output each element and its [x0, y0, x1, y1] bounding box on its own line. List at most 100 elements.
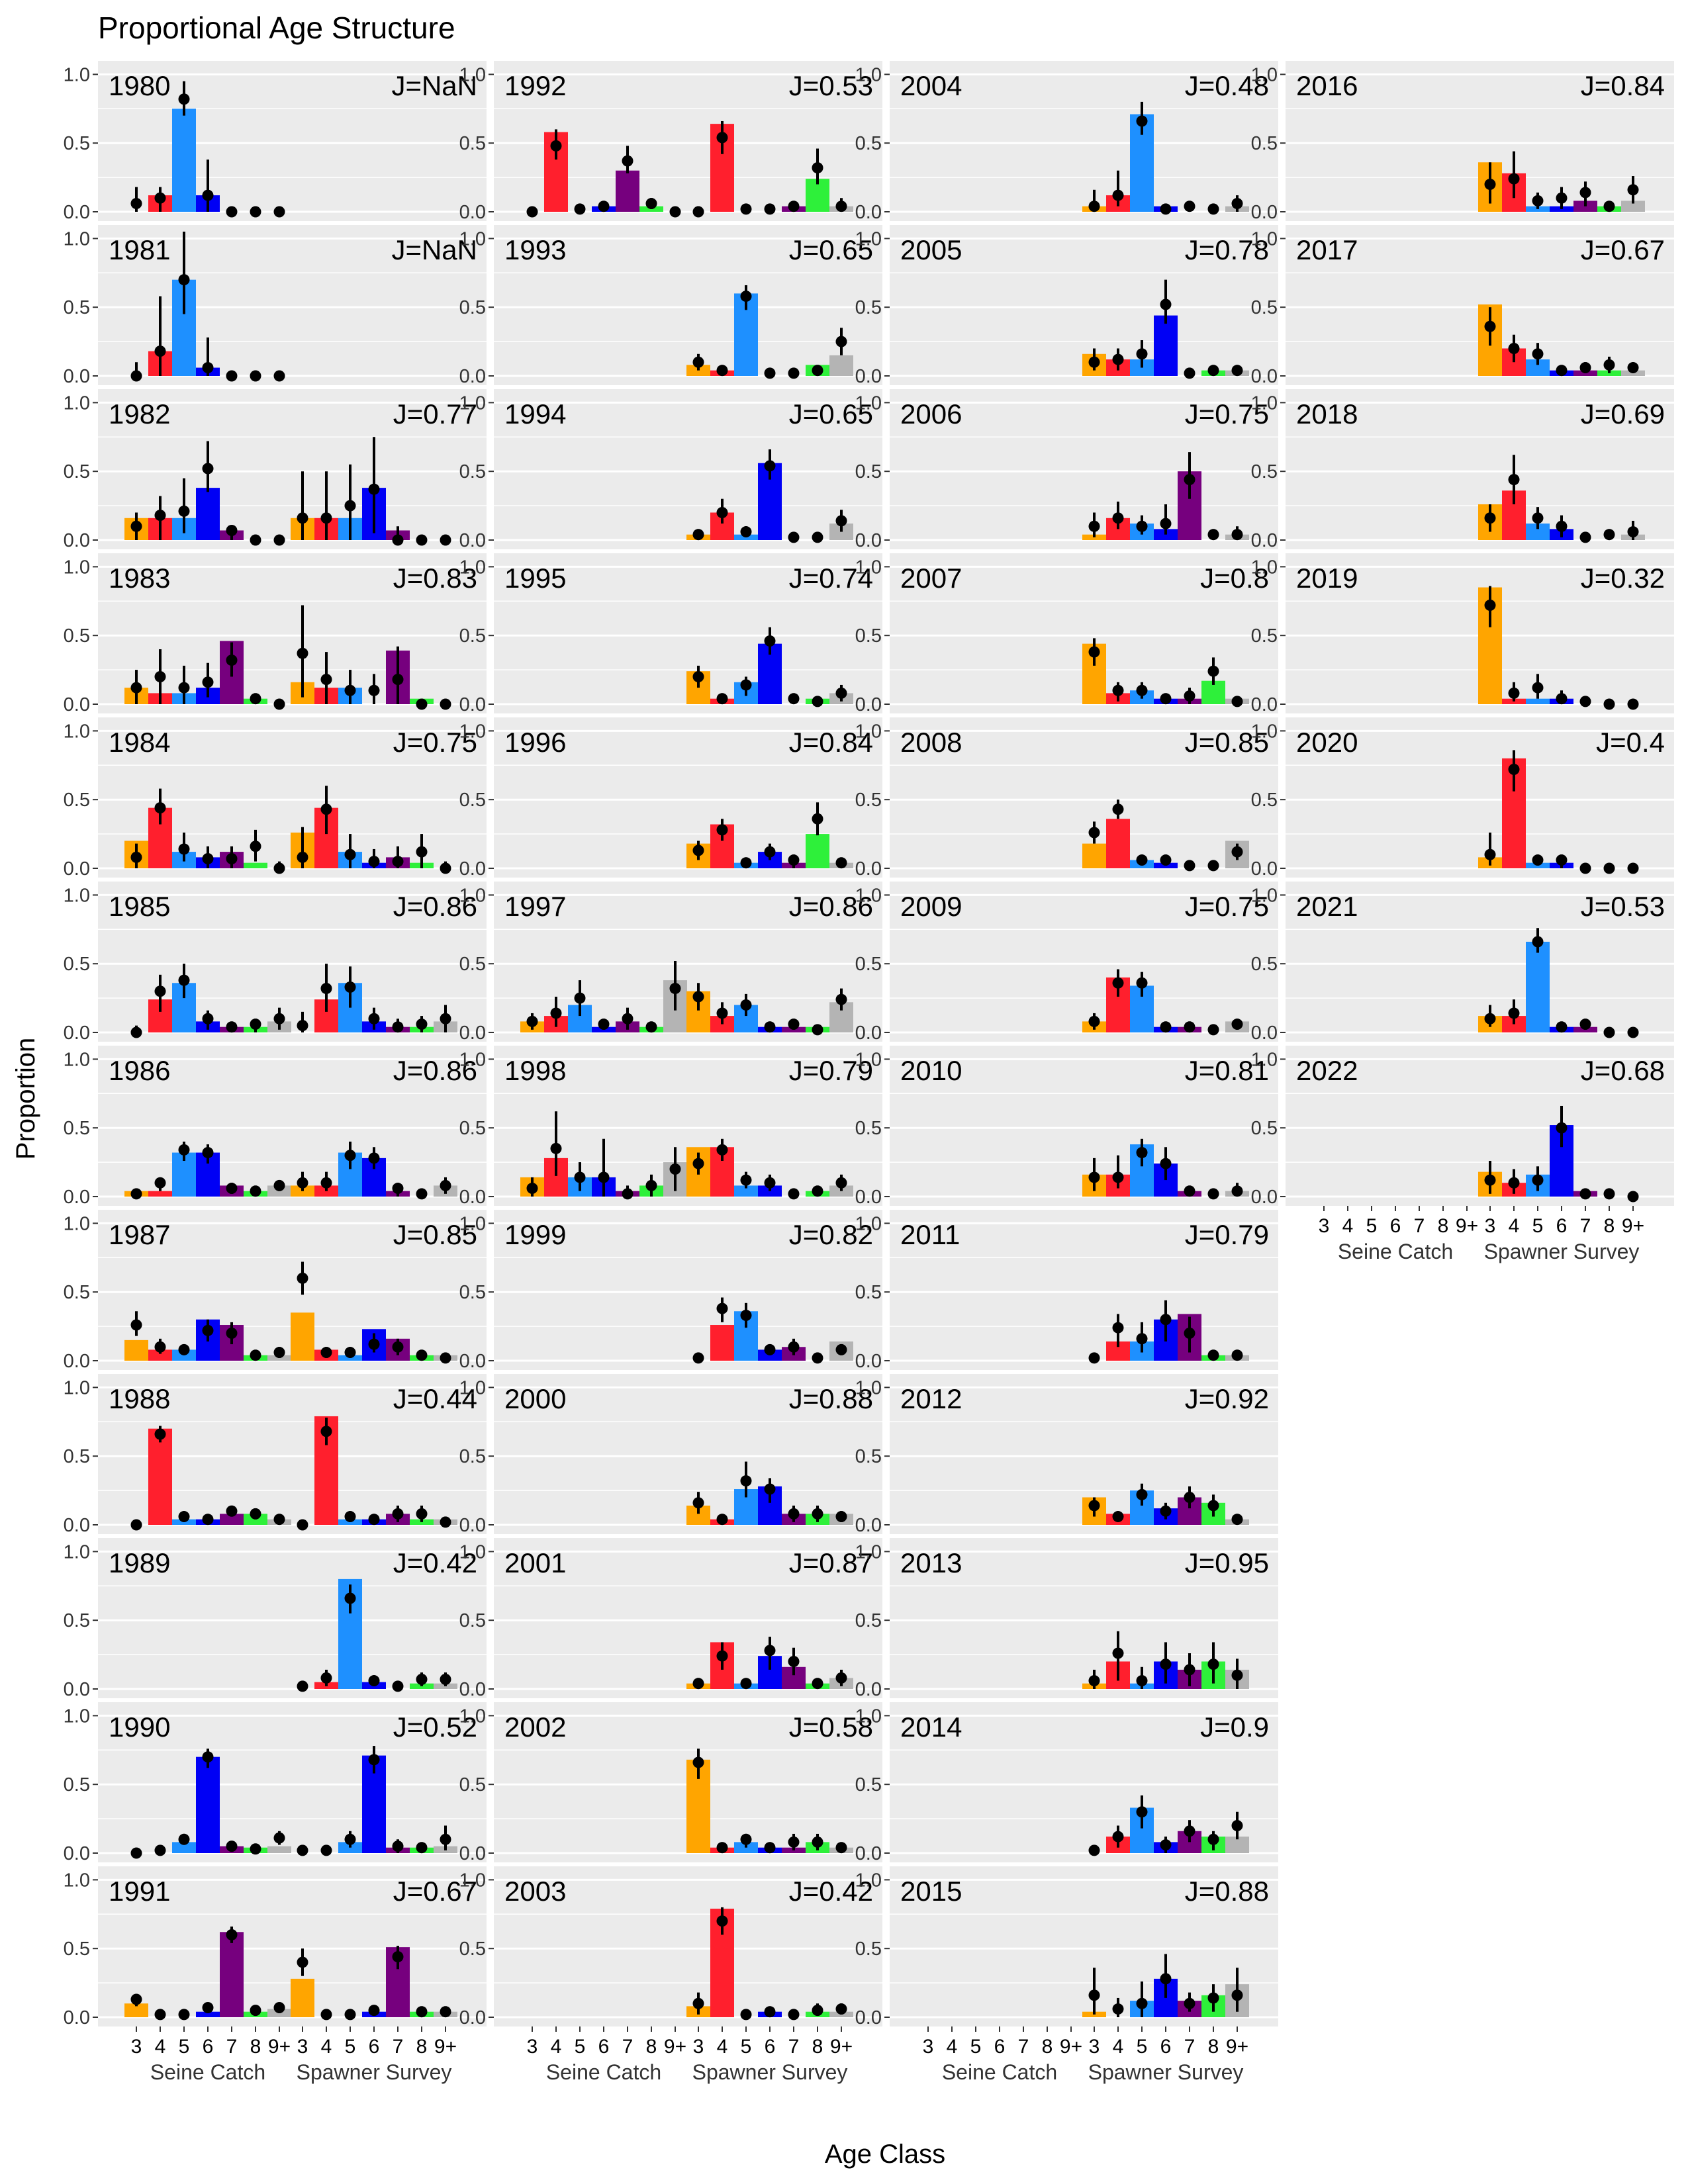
- panel-j-label: J=0.68: [1581, 1055, 1665, 1086]
- estimate-point: [764, 460, 776, 472]
- estimate-point: [440, 862, 451, 874]
- y-tick-label: 0.5: [459, 461, 486, 482]
- y-tick-label: 0.0: [1251, 694, 1278, 715]
- estimate-point: [835, 1672, 847, 1684]
- estimate-point: [740, 679, 752, 691]
- estimate-point: [320, 512, 332, 524]
- estimate-point: [1136, 348, 1148, 360]
- spawner-survey-bars: [1082, 101, 1249, 215]
- estimate-point: [1484, 848, 1496, 860]
- x-group-label: Seine Catch: [942, 2060, 1057, 2084]
- spawner-survey-bars: [1082, 1954, 1249, 2017]
- estimate-point: [320, 1347, 332, 1359]
- panel-2022: 0.0 0.5 1.0 2022 J=0.68: [1251, 1046, 1674, 1208]
- y-tick-label: 0.5: [459, 1446, 486, 1467]
- estimate-point: [692, 670, 704, 682]
- y-tick-label: 1.0: [459, 1706, 486, 1727]
- estimate-point: [1160, 854, 1172, 866]
- y-tick-label: 1.0: [459, 1213, 486, 1234]
- panel-year-label: 2020: [1296, 727, 1358, 758]
- y-tick-label: 0.5: [64, 1446, 90, 1467]
- x-tick-label: 8: [1042, 2036, 1053, 2058]
- estimate-point: [1484, 1174, 1496, 1186]
- seine-catch-bars: [124, 441, 285, 546]
- estimate-point: [1207, 1659, 1219, 1670]
- estimate-point: [250, 1508, 261, 1520]
- estimate-point: [1556, 693, 1568, 705]
- estimate-point: [297, 1020, 308, 1032]
- y-tick-label: 1.0: [855, 228, 882, 250]
- estimate-point: [645, 1021, 657, 1033]
- estimate-point: [1508, 687, 1520, 699]
- spawner-survey-bars: [686, 1461, 853, 1525]
- spawner-survey-bars: [291, 437, 451, 546]
- estimate-point: [716, 1514, 728, 1525]
- estimate-point: [598, 1171, 610, 1183]
- estimate-point: [368, 684, 380, 696]
- estimate-point: [178, 1343, 190, 1355]
- panel-1987: 0.0 0.5 1.0 1987 J=0.85: [64, 1210, 487, 1372]
- estimate-point: [1556, 365, 1568, 377]
- y-tick-label: 0.0: [1251, 530, 1278, 551]
- x-tick-label: 9+: [268, 2036, 291, 2058]
- panel-2001: 0.0 0.5 1.0 2001 J=0.87: [459, 1538, 882, 1700]
- estimate-point: [250, 1349, 261, 1361]
- panel-j-label: J=0.75: [393, 727, 477, 758]
- x-tick-label: 7: [788, 2036, 800, 2058]
- estimate-point: [440, 698, 451, 710]
- y-tick-label: 1.0: [64, 1049, 90, 1070]
- estimate-point: [178, 974, 190, 986]
- x-tick-label: 4: [155, 2036, 166, 2058]
- estimate-point: [178, 274, 190, 286]
- estimate-point: [344, 1511, 356, 1523]
- estimate-point: [622, 1013, 633, 1024]
- panel-j-label: J=0.82: [789, 1219, 873, 1250]
- panel-1999: 0.0 0.5 1.0 1999 J=0.82: [459, 1210, 882, 1372]
- y-tick-label: 0.0: [855, 1679, 882, 1700]
- estimate-point: [202, 463, 214, 475]
- panel-j-label: J=0.32: [1581, 563, 1665, 594]
- estimate-point: [1627, 1026, 1639, 1038]
- panel-j-label: J=0.48: [1185, 70, 1269, 101]
- y-tick-label: 0.0: [855, 202, 882, 223]
- estimate-point: [273, 1179, 285, 1191]
- panel-2015: 0.0 0.5 1.0 2015 J=0.88: [855, 1866, 1278, 2028]
- bar-age-9+: [829, 355, 853, 376]
- estimate-point: [1579, 1188, 1591, 1200]
- estimate-point: [1088, 1015, 1100, 1027]
- panel-j-label: J=0.88: [1185, 1876, 1269, 1907]
- bar-age-8: [1597, 370, 1621, 376]
- y-tick-label: 0.5: [64, 790, 90, 811]
- estimate-point: [250, 1019, 261, 1030]
- estimate-point: [716, 132, 728, 144]
- panel-1984: 0.0 0.5 1.0 1984 J=0.75: [64, 717, 487, 880]
- estimate-point: [645, 1179, 657, 1191]
- y-tick-label: 0.0: [855, 1351, 882, 1372]
- estimate-point: [692, 991, 704, 1003]
- y-tick-label: 0.0: [64, 1351, 90, 1372]
- estimate-point: [154, 510, 166, 522]
- estimate-point: [226, 1183, 238, 1195]
- y-tick-label: 0.5: [855, 1774, 882, 1796]
- y-tick-label: 0.0: [1251, 1187, 1278, 1208]
- estimate-point: [1184, 1021, 1196, 1033]
- estimate-point: [273, 370, 285, 382]
- y-axis-title: Proportion: [11, 1038, 40, 1160]
- spawner-survey-bars: [291, 605, 451, 710]
- panel-2014: 0.0 0.5 1.0 2014 J=0.9: [855, 1702, 1278, 1864]
- estimate-point: [273, 1347, 285, 1359]
- spawner-survey-bars: [1082, 799, 1249, 872]
- x-tick-label: 5: [1532, 1215, 1544, 1237]
- estimate-point: [1532, 195, 1544, 206]
- x-tick-label: 7: [622, 2036, 633, 2058]
- estimate-point: [273, 2001, 285, 2013]
- estimate-point: [226, 1021, 238, 1033]
- estimate-point: [344, 848, 356, 860]
- y-tick-label: 0.5: [459, 1938, 486, 1960]
- y-tick-label: 1.0: [459, 228, 486, 250]
- spawner-survey-bars: [692, 1297, 853, 1364]
- panel-year-label: 1990: [109, 1711, 170, 1743]
- y-tick-label: 0.0: [855, 1023, 882, 1044]
